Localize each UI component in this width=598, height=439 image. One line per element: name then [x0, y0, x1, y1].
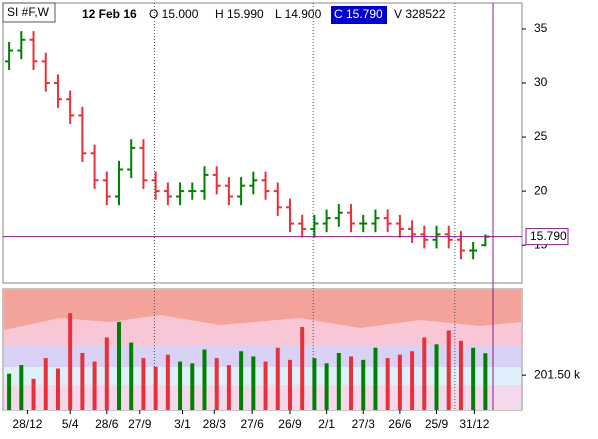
date: 12 Feb 16 — [82, 7, 137, 21]
volume-bar — [336, 352, 341, 410]
volume-bar — [410, 351, 415, 410]
volume-bar — [214, 358, 219, 410]
volume-bar — [312, 358, 317, 410]
volume-bar — [80, 352, 85, 410]
volume-bar — [300, 327, 305, 410]
y-tick-label: 30 — [534, 75, 548, 89]
volume-bar — [385, 358, 390, 410]
volume-bar — [202, 349, 207, 410]
x-tick-label: 31/12 — [459, 417, 489, 431]
volume-bar — [349, 356, 354, 410]
volume-bar — [361, 359, 366, 410]
x-tick-label: 26/9 — [278, 417, 302, 431]
volume-bar — [446, 330, 451, 410]
volume-bar — [92, 361, 97, 410]
y-tick-label: 35 — [534, 21, 548, 35]
x-tick-label: 27/6 — [240, 417, 264, 431]
x-tick-label: 27/3 — [352, 417, 376, 431]
x-tick-label: 2/1 — [318, 417, 335, 431]
y-tick-label: 25 — [534, 129, 548, 143]
volume-bar — [19, 365, 24, 410]
x-tick-label: 26/6 — [388, 417, 412, 431]
close: C 15.790 — [334, 7, 383, 21]
volume-bar — [68, 313, 73, 410]
price-panel — [2, 2, 523, 284]
volume-bar — [31, 378, 36, 410]
volume-bar — [104, 337, 109, 410]
volume-bar — [165, 354, 170, 410]
x-tick-label: 25/9 — [425, 417, 449, 431]
low: L 14.900 — [275, 7, 322, 21]
volume-bar — [239, 351, 244, 410]
y-tick-label: 20 — [534, 183, 548, 197]
volume-bar — [117, 321, 122, 410]
volume-bar — [483, 353, 488, 410]
header: SI #F,W 12 Feb 16 O 15.000 H 15.990 L 14… — [2, 2, 446, 24]
volume-bar — [7, 373, 12, 410]
x-tick-label: 28/3 — [203, 417, 227, 431]
open: O 15.000 — [149, 7, 199, 21]
volume-bar — [43, 358, 48, 410]
volume: V 328522 — [394, 7, 446, 21]
volume-bar — [287, 359, 292, 410]
x-tick-label: 28/12 — [12, 417, 42, 431]
close-highlight — [331, 6, 387, 24]
symbol-box[interactable] — [2, 2, 56, 23]
volume-bar — [153, 366, 158, 410]
volume-bar — [226, 365, 231, 410]
volume-bar — [141, 358, 146, 410]
volume-bar — [275, 347, 280, 410]
volume-bar — [324, 363, 329, 410]
band — [4, 345, 521, 367]
x-tick-label: 5/4 — [62, 417, 79, 431]
volume-tick-label: 201.50 k — [534, 367, 581, 381]
band — [4, 315, 521, 345]
volume-bar — [55, 368, 60, 410]
volume-bar — [373, 347, 378, 410]
symbol: SI #F,W — [7, 5, 50, 19]
band — [4, 367, 521, 385]
last-price-label: 15.790 — [530, 229, 567, 243]
volume-bar — [458, 340, 463, 410]
volume-bar — [190, 363, 195, 410]
volume-bar — [471, 347, 476, 410]
x-tick-label: 28/6 — [95, 417, 119, 431]
volume-bar — [422, 337, 427, 410]
last-price-box — [525, 228, 569, 246]
volume-bar — [178, 361, 183, 410]
high: H 15.990 — [215, 7, 264, 21]
volume-bar — [434, 344, 439, 410]
volume-bar — [129, 342, 134, 410]
volume-bar — [251, 356, 256, 410]
volume-bar — [397, 354, 402, 410]
x-tick-label: 3/1 — [174, 417, 191, 431]
x-tick-label: 27/9 — [128, 417, 152, 431]
volume-bar — [263, 361, 268, 410]
